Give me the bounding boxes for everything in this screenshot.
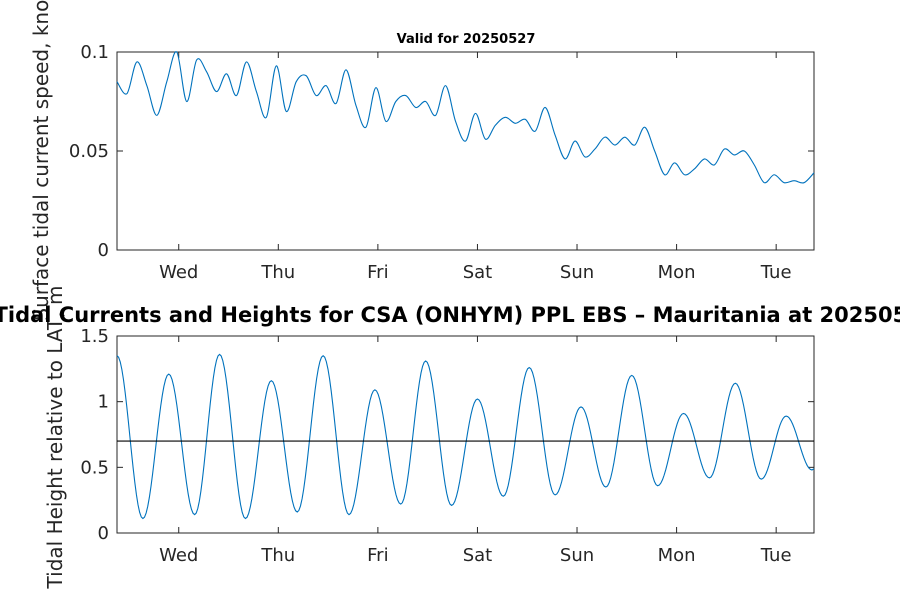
current-y-axis-label: Surface tidal current speed, knots <box>29 0 53 321</box>
current-x-axis: Wed Thu Fri Sat Sun Mon Tue <box>159 52 792 283</box>
current-speed-plot: Valid for 20250527 0 0.05 0.1 Wed Thu Fri Sat… <box>29 0 815 321</box>
current-x-tick-label: Mon <box>658 262 696 283</box>
height-y-tick-label: 0.5 <box>80 457 109 478</box>
current-y-tick-label: 0 <box>98 240 109 261</box>
current-x-tick-label: Sat <box>463 262 493 283</box>
current-x-tick-label: Tue <box>760 262 792 283</box>
height-y-tick-label: 1.5 <box>80 326 109 347</box>
height-x-tick-label: Sun <box>560 545 594 566</box>
current-chart-title: Valid for 20250527 <box>397 32 536 47</box>
current-speed-series-line <box>116 51 815 184</box>
figure-title: Tidal Currents and Heights for CSA (ONHY… <box>0 303 900 327</box>
height-x-tick-label: Thu <box>260 545 295 566</box>
height-x-tick-label: Tue <box>760 545 792 566</box>
height-x-tick-label: Sat <box>463 545 493 566</box>
tidal-height-plot: 0 0.5 1 1.5 Wed Thu Fri Sat Sun Mon Tue Tidal Hei… <box>43 286 815 590</box>
current-x-tick-label: Sun <box>560 262 594 283</box>
height-y-tick-label: 0 <box>98 523 109 544</box>
current-y-axis: 0 0.05 0.1 <box>69 42 814 261</box>
height-x-tick-label: Fri <box>367 545 388 566</box>
height-plot-area <box>116 335 815 534</box>
height-x-tick-label: Mon <box>658 545 696 566</box>
current-y-tick-label: 0.05 <box>69 141 109 162</box>
current-x-tick-label: Thu <box>260 262 295 283</box>
current-y-tick-label: 0.1 <box>80 42 109 63</box>
height-y-tick-label: 1 <box>98 392 109 413</box>
current-x-tick-label: Fri <box>367 262 388 283</box>
current-x-tick-label: Wed <box>159 262 198 283</box>
height-x-axis: Wed Thu Fri Sat Sun Mon Tue <box>159 336 792 566</box>
tidal-height-series-line <box>116 353 815 520</box>
height-y-axis: 0 0.5 1 1.5 <box>80 326 814 544</box>
height-x-tick-label: Wed <box>159 545 198 566</box>
height-y-axis-label: Tidal Height relative to LAT, m <box>43 286 67 590</box>
